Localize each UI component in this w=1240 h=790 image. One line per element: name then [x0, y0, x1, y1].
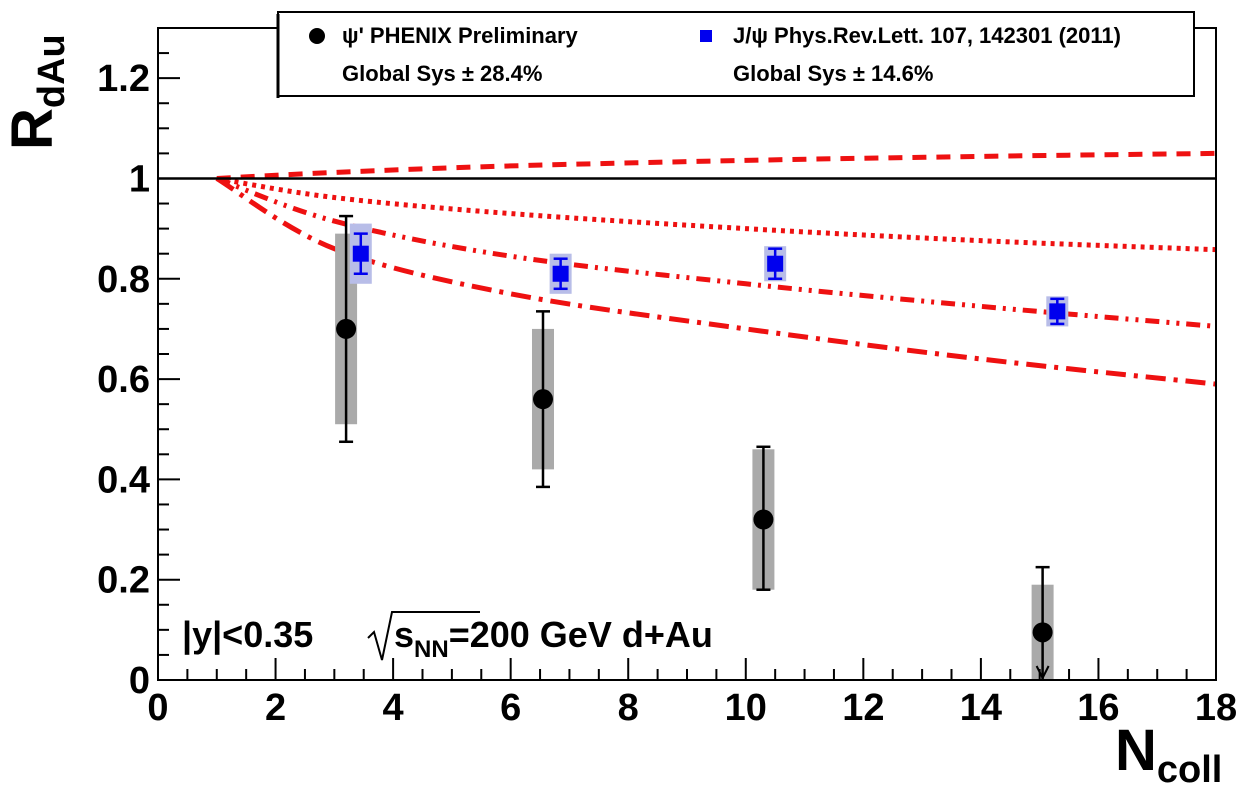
annotation-sqrt-s: s — [394, 614, 414, 655]
legend-marker-psi-prime — [309, 28, 325, 44]
y-tick-label: 0.4 — [97, 459, 150, 501]
data-point-circle — [753, 509, 774, 530]
plot-frame — [157, 27, 1217, 681]
model-curve-dotted — [216, 175, 1217, 253]
svg-text:sNN=200 GeV d+Au: sNN=200 GeV d+Au — [394, 614, 713, 663]
legend-box — [277, 11, 1195, 97]
x-tick-label: 0 — [147, 687, 168, 729]
sqrt-sign-icon — [367, 611, 480, 661]
y-tick-label: 0 — [129, 660, 150, 702]
legend-sys-jpsi: Global Sys ± 14.6% — [733, 61, 933, 86]
y-axis-title-sub: dAu — [31, 34, 73, 108]
legend-label-jpsi: J/ψ Phys.Rev.Lett. 107, 142301 (2011) — [733, 23, 1121, 48]
model-curve-dashdot — [215, 176, 1217, 387]
series-jpsi — [349, 223, 1069, 327]
data-point-circle — [1032, 622, 1053, 643]
x-tick-label: 16 — [1077, 687, 1119, 729]
annotation-suffix: =200 GeV d+Au — [449, 614, 713, 655]
x-axis-title-main: N — [1115, 718, 1157, 783]
model-curve-dashed — [216, 150, 1217, 181]
data-point-circle — [532, 389, 553, 410]
y-tick-label: 0.8 — [97, 259, 150, 301]
y-tick-label: 1 — [129, 158, 150, 200]
x-tick-label: 2 — [265, 687, 286, 729]
y-axis-title: RdAu — [0, 34, 73, 150]
annotation-prefix: |y|<0.35 — [182, 614, 313, 656]
svg-text:|y|<0.35: |y|<0.35 — [182, 614, 313, 656]
x-tick-label: 12 — [842, 687, 884, 729]
y-tick-label: 1.2 — [97, 58, 150, 100]
x-tick-label: 18 — [1195, 687, 1237, 729]
data-point-square — [1049, 303, 1066, 320]
model-curve-dashdot2 — [215, 176, 1217, 329]
axis-ticks: 0 2 4 6 8 10 12 14 16 18 0 0.2 0.4 0.6 0.8 1 1.2 — [97, 52, 1237, 729]
y-tick-label: 0.6 — [97, 359, 150, 401]
upper-limit-arrow-icon — [1035, 665, 1050, 681]
annotation-sqrt-sub: NN — [414, 636, 449, 663]
legend-marker-jpsi — [700, 30, 712, 42]
model-curves — [215, 150, 1217, 387]
x-axis-title-sub: coll — [1157, 749, 1222, 790]
data-series — [335, 214, 1069, 681]
legend-label-psi-prime: ψ' PHENIX Preliminary — [342, 23, 579, 48]
data-point-circle — [336, 318, 357, 339]
x-tick-label: 8 — [618, 687, 639, 729]
x-tick-label: 14 — [960, 687, 1002, 729]
kinematics-annotation: |y|<0.35 sNN=200 GeV d+Au — [182, 611, 713, 663]
legend-sys-psi-prime: Global Sys ± 28.4% — [342, 61, 542, 86]
data-point-square — [352, 245, 369, 262]
data-point-square — [767, 255, 784, 272]
data-point-square — [552, 265, 569, 282]
y-axis-title-main: R — [0, 108, 65, 150]
x-axis-title: Ncoll — [1115, 718, 1222, 790]
y-tick-label: 0.2 — [97, 560, 150, 602]
series-psi-prime — [335, 214, 1054, 681]
plot-border — [157, 27, 1217, 681]
x-tick-label: 10 — [725, 687, 767, 729]
x-tick-label: 4 — [383, 687, 404, 729]
legend: ψ' PHENIX Preliminary Global Sys ± 28.4%… — [276, 11, 1195, 98]
x-tick-label: 6 — [500, 687, 521, 729]
